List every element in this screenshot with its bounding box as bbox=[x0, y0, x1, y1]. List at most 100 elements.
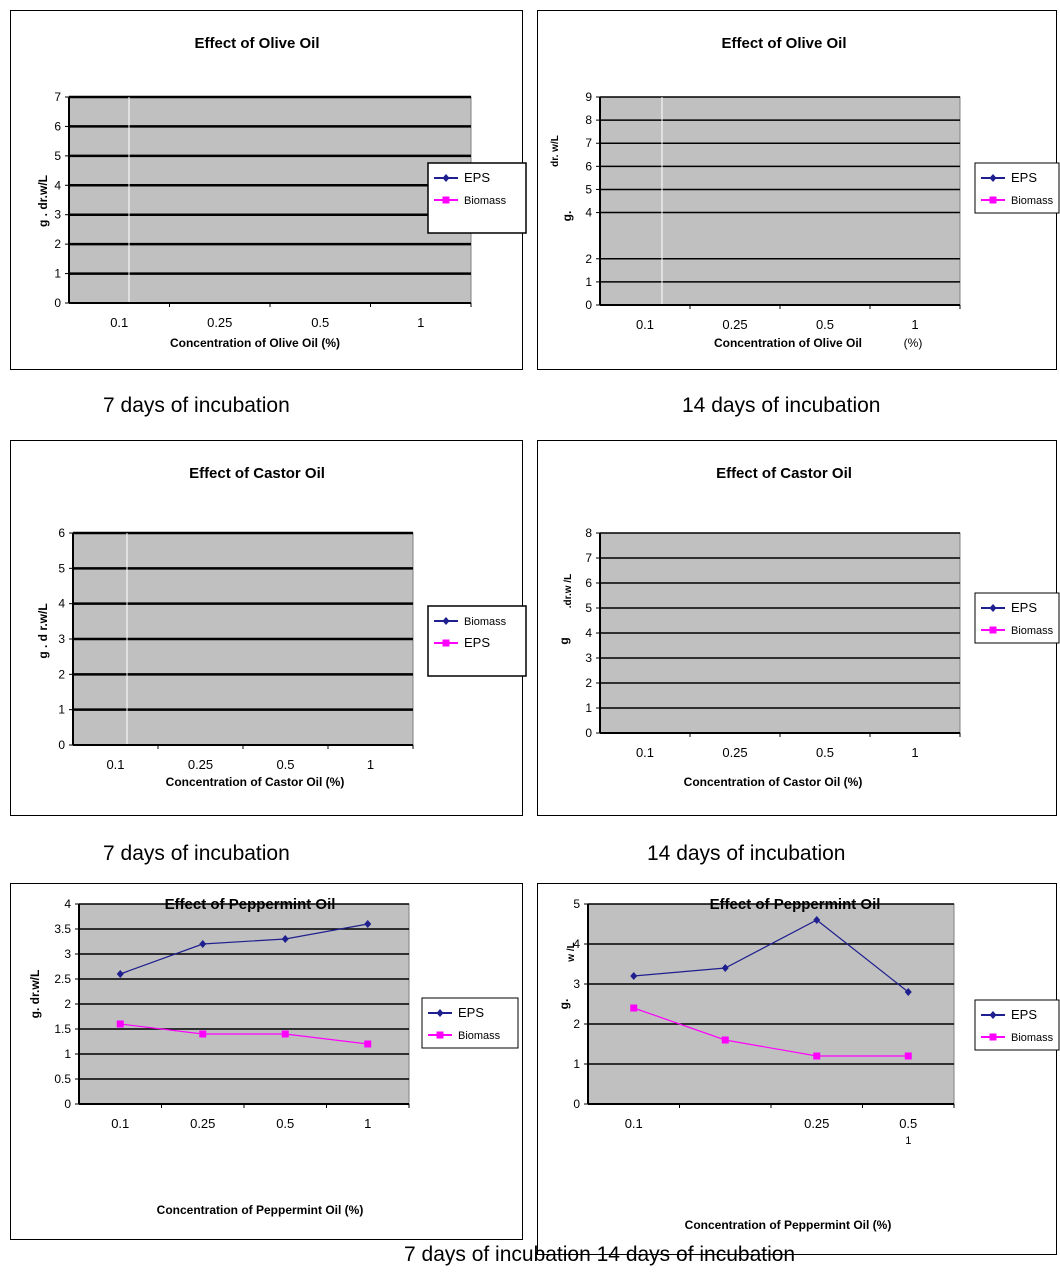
y-tick-label: 1 bbox=[54, 267, 61, 281]
legend-label-biomass: Biomass bbox=[458, 1030, 501, 1042]
x-tick-label: 0.1 bbox=[110, 315, 128, 330]
chart-svg-castor-14: 0 1 2 3 4 5 6 7 8 0.1 0.25 0.5 1 Effect of Castor Oil… bbox=[557, 465, 1060, 789]
legend-box bbox=[974, 592, 1060, 644]
legend-label-eps: EPS bbox=[1011, 170, 1037, 185]
legend-marker-eps bbox=[989, 604, 997, 612]
legend-marker-eps bbox=[436, 1009, 444, 1017]
y-tick-label: 2 bbox=[58, 667, 65, 681]
legend-label-eps: EPS bbox=[464, 170, 490, 185]
y-tick-label: 3 bbox=[58, 632, 65, 646]
y-tick-label: 6 bbox=[58, 526, 65, 540]
x-tick-label: 0.25 bbox=[722, 745, 747, 760]
x-tick-label: 0.5 bbox=[276, 757, 294, 772]
chart-panel-olive-7: 0 1 2 3 4 5 6 7 0.1 0.25 0.5 1 Effect of Olive Oil Co… bbox=[10, 10, 527, 370]
legend-label-biomass: Biomass bbox=[464, 616, 507, 628]
data-point-biomass bbox=[904, 1052, 912, 1060]
y-tick-label: 4 bbox=[54, 178, 61, 192]
chart-title: Effect of Peppermint Oil bbox=[165, 896, 336, 913]
y-tick-label: 3.5 bbox=[54, 922, 71, 936]
y-tick-label: 4 bbox=[585, 206, 592, 220]
legend-marker-biomass bbox=[989, 196, 997, 204]
y-tick-label: 1 bbox=[58, 703, 65, 717]
series-line-eps bbox=[120, 923, 368, 975]
y-tick-label: 3 bbox=[585, 651, 592, 665]
legend-marker-biomass bbox=[989, 626, 997, 634]
x-axis-label: Concentration of Castor Oil (%) bbox=[684, 775, 863, 789]
y-axis-label: g. dr.w/L bbox=[28, 970, 42, 1019]
chart-svg-olive-7: 0 1 2 3 4 5 6 7 0.1 0.25 0.5 1 Effect of Olive Oil Co… bbox=[36, 35, 527, 350]
caption-row1-right: 14 days of incubation bbox=[682, 394, 881, 417]
x-tick-label: 0.5 bbox=[899, 1116, 917, 1131]
legend-box bbox=[974, 999, 1060, 1051]
chart-panel-peppermint-14: 0 1 2 3 4 5 0.1 0.25 0.5 1 Effect of Peppermint Oi… bbox=[537, 883, 1060, 1255]
chart-title: Effect of Castor Oil bbox=[189, 465, 325, 482]
y-tick-label: 2 bbox=[54, 237, 61, 251]
data-point-biomass bbox=[630, 1004, 638, 1012]
x-axis-label: Concentration of Castor Oil (%) bbox=[166, 775, 345, 789]
x-tick-label: 0.1 bbox=[636, 317, 654, 332]
x-tick-label: 0.1 bbox=[625, 1116, 643, 1131]
y-tick-label: 0 bbox=[585, 298, 592, 312]
caption-row3: 7 days of incubation 14 days of incubati… bbox=[404, 1243, 796, 1266]
x-tick-label: 0.5 bbox=[276, 1116, 294, 1131]
data-point-eps bbox=[364, 920, 372, 928]
chart-title: Effect of Castor Oil bbox=[716, 465, 852, 482]
legend-label-biomass: Biomass bbox=[1011, 625, 1054, 637]
caption-row1-left: 7 days of incubation bbox=[103, 394, 290, 417]
y-tick-label: 5 bbox=[573, 897, 580, 911]
y-tick-label: 3 bbox=[64, 947, 71, 961]
legend-marker-eps bbox=[989, 1011, 997, 1019]
y-axis-label-extra: dr. w/L bbox=[550, 135, 561, 167]
chart-title: Effect of Olive Oil bbox=[194, 35, 319, 52]
data-point-eps bbox=[116, 970, 124, 978]
y-tick-label: 0 bbox=[58, 738, 65, 752]
y-axis-label: g. bbox=[560, 211, 574, 222]
chart-title: Effect of Olive Oil bbox=[721, 35, 846, 52]
y-axis-label: g . d r.w/L bbox=[36, 603, 50, 658]
data-point-eps bbox=[813, 916, 821, 924]
x-tick-label: 0.5 bbox=[816, 745, 834, 760]
y-tick-label: 0 bbox=[54, 296, 61, 310]
y-tick-label: 6 bbox=[585, 576, 592, 590]
legend-label-eps: EPS bbox=[1011, 1007, 1037, 1022]
x-tick-label: 0.1 bbox=[636, 745, 654, 760]
chart-title: Effect of Peppermint Oil bbox=[710, 896, 881, 913]
y-tick-label: 5 bbox=[585, 182, 592, 196]
data-point-biomass bbox=[813, 1052, 821, 1060]
chart-panel-castor-7: 0 1 2 3 4 5 6 0.1 0.25 0.5 1 Effect of Castor Oil Co… bbox=[10, 440, 527, 816]
plot-area bbox=[599, 96, 961, 306]
x-tick-label: 0.25 bbox=[722, 317, 747, 332]
x-tick-label: 1 bbox=[417, 315, 424, 330]
chart-panel-olive-14: 0 1 2 4 5 6 7 8 9 0.1 0.25 0.5 1 Effect of Olive Oil C… bbox=[537, 10, 1060, 370]
legend-label-eps: EPS bbox=[1011, 600, 1037, 615]
y-tick-label: 1 bbox=[585, 275, 592, 289]
legend-marker-eps bbox=[442, 617, 450, 625]
y-tick-label: 8 bbox=[585, 113, 592, 127]
data-point-biomass bbox=[116, 1020, 124, 1028]
data-point-eps bbox=[281, 935, 289, 943]
y-tick-label: 1 bbox=[585, 701, 592, 715]
x-tick-label: 0.5 bbox=[816, 317, 834, 332]
legend-label-biomass: Biomass bbox=[1011, 195, 1054, 207]
x-tick-label-extra: 1 bbox=[905, 1135, 911, 1147]
y-tick-label: 8 bbox=[585, 526, 592, 540]
y-tick-label: 6 bbox=[54, 119, 61, 133]
y-axis-label-extra: .dr.w /L bbox=[563, 574, 574, 608]
x-tick-label: 1 bbox=[911, 317, 918, 332]
x-axis-unit: (%) bbox=[904, 336, 923, 350]
chart-panel-castor-14: 0 1 2 3 4 5 6 7 8 0.1 0.25 0.5 1 Effect of Castor Oil… bbox=[537, 440, 1060, 816]
plot-area bbox=[587, 903, 955, 1105]
x-axis-label: Concentration of Olive Oil (%) bbox=[170, 336, 340, 350]
legend-label-eps: EPS bbox=[464, 635, 490, 650]
x-tick-label: 1 bbox=[367, 757, 374, 772]
x-axis-label: Concentration of Olive Oil bbox=[714, 336, 862, 350]
legend-box bbox=[421, 997, 519, 1049]
legend-box bbox=[974, 162, 1060, 214]
y-tick-label: 2.5 bbox=[54, 972, 71, 986]
chart-svg-olive-14: 0 1 2 4 5 6 7 8 9 0.1 0.25 0.5 1 Effect of Olive Oil C… bbox=[550, 35, 1060, 350]
y-tick-label: 7 bbox=[585, 136, 592, 150]
y-tick-label: 5 bbox=[58, 561, 65, 575]
y-axis-label: g. bbox=[557, 999, 571, 1010]
data-point-eps bbox=[721, 964, 729, 972]
x-axis-label: Concentration of Peppermint Oil (%) bbox=[685, 1218, 892, 1232]
